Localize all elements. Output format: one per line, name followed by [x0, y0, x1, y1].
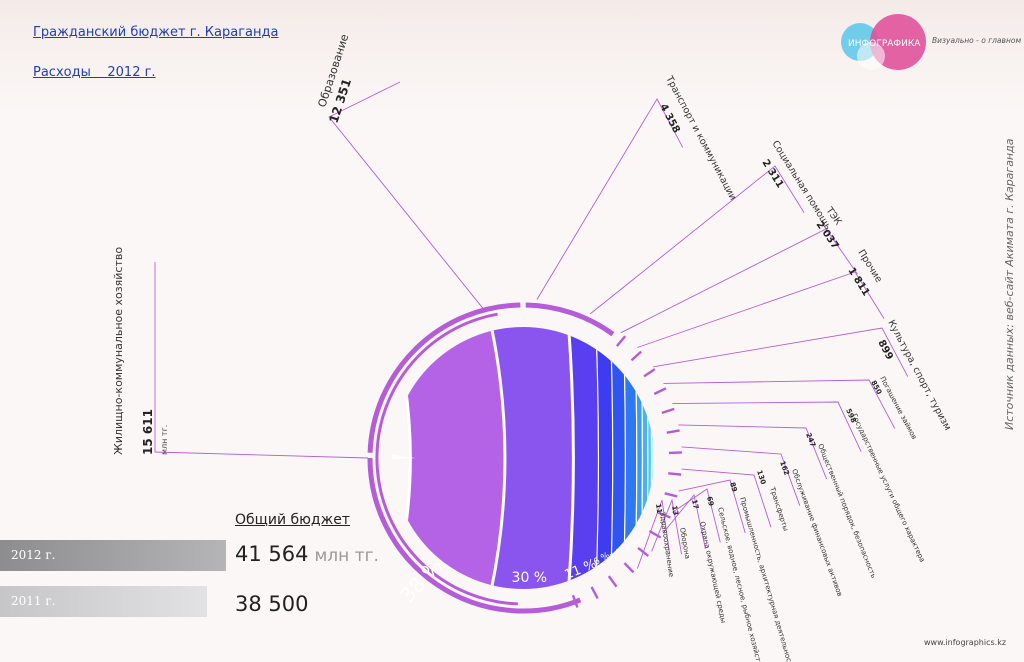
website-link[interactable]: www.infographics.kz [924, 638, 1007, 647]
category-name-7: Культура, спорт, туризм [885, 318, 953, 432]
outer-ring-bottom [367, 457, 582, 614]
category-value-1: 15 611 [141, 409, 155, 455]
ring-tick-5 [661, 407, 675, 415]
logo-tagline: Визуально - о главном [932, 36, 1022, 45]
leader-line-3 [536, 98, 684, 300]
total-value-2012: 41 564 млн тг. [235, 542, 379, 566]
leader-line-10 [678, 424, 828, 480]
percent-label-2: 30 % [512, 570, 548, 586]
category-value-13: 89 [728, 481, 738, 493]
ring-tick-3 [643, 368, 656, 378]
leader-line-14 [672, 488, 721, 543]
outer-ring-top-right [525, 302, 615, 337]
leader-line-9 [672, 401, 862, 452]
category-value-7: 899 [875, 338, 895, 362]
page-title[interactable]: Гражданский бюджет г. Караганда [33, 25, 279, 40]
inner-ring [375, 312, 518, 606]
leader-line-2 [328, 81, 484, 309]
year-bar-2011: 2011 г. [0, 586, 207, 617]
ring-tick-6 [666, 429, 680, 434]
ring-tick-4 [653, 387, 667, 396]
total-budget-label: Общий бюджет [235, 512, 350, 528]
slice-2 [488, 327, 585, 589]
slice-6 [622, 327, 638, 589]
leader-lines [154, 81, 909, 569]
year-bar-2012: 2012 г. [0, 540, 226, 571]
leader-line-6 [637, 271, 885, 348]
category-unit-1: млн тг. [160, 425, 169, 455]
slice-notch [392, 454, 415, 460]
category-name-1: Жилищно-коммунальное хозяйство [112, 247, 125, 455]
category-name-12: Трансферты [768, 485, 790, 532]
leader-line-8 [663, 379, 896, 429]
ring-tick-11 [648, 529, 662, 539]
outer-rings [367, 302, 682, 614]
leader-line-16 [651, 498, 683, 555]
ring-tick-1 [615, 335, 627, 347]
category-value-10: 247 [804, 432, 817, 449]
leader-line-15 [663, 493, 706, 549]
slice-3 [566, 327, 603, 589]
percent-label-1: 38 % [395, 553, 447, 607]
total-unit-2012: млн тг. [314, 546, 379, 566]
leader-line-7 [653, 327, 909, 377]
page-subtitle[interactable]: Расходы 2012 г. [33, 65, 156, 80]
logo-text: ИНФОГРАФИКА [848, 39, 921, 49]
ring-tick-8 [668, 472, 682, 476]
category-value-17: 11 [654, 503, 663, 514]
category-value-16: 13 [670, 505, 680, 516]
slice-15 [653, 327, 654, 589]
slice-16 [653, 327, 654, 589]
slice-17 [653, 327, 654, 589]
data-source-note: Источник данных: веб-сайт Акимата г. Кар… [1003, 138, 1016, 430]
leader-line-17 [636, 499, 671, 569]
total-number-2011: 38 500 [235, 592, 309, 616]
infographics-logo: ИНФОГРАФИКА [838, 14, 948, 76]
category-value-14: 69 [705, 496, 715, 508]
ring-tick-15 [590, 586, 599, 599]
outer-ring-top-left [367, 302, 521, 453]
category-value-11: 162 [778, 460, 791, 477]
ring-tick-13 [623, 562, 635, 574]
category-value-15: 17 [690, 499, 700, 510]
leader-line-12 [681, 468, 772, 528]
leader-line-1 [154, 262, 369, 459]
leader-line-11 [681, 446, 801, 506]
total-number-2012: 41 564 [235, 542, 309, 566]
category-name-14: Сельское, водное, лесное, рыбное хозяйст… [716, 507, 764, 662]
ring-tick-2 [630, 350, 642, 362]
total-value-2011: 38 500 [235, 592, 308, 616]
category-name-3: Транспорт и коммуникации [663, 73, 739, 202]
ring-tick-9 [664, 492, 678, 498]
leader-line-5 [620, 228, 858, 334]
ring-tick-16 [571, 594, 579, 608]
ring-tick-14 [607, 575, 618, 588]
leader-line-13 [678, 479, 746, 534]
leader-line-4 [589, 165, 805, 315]
